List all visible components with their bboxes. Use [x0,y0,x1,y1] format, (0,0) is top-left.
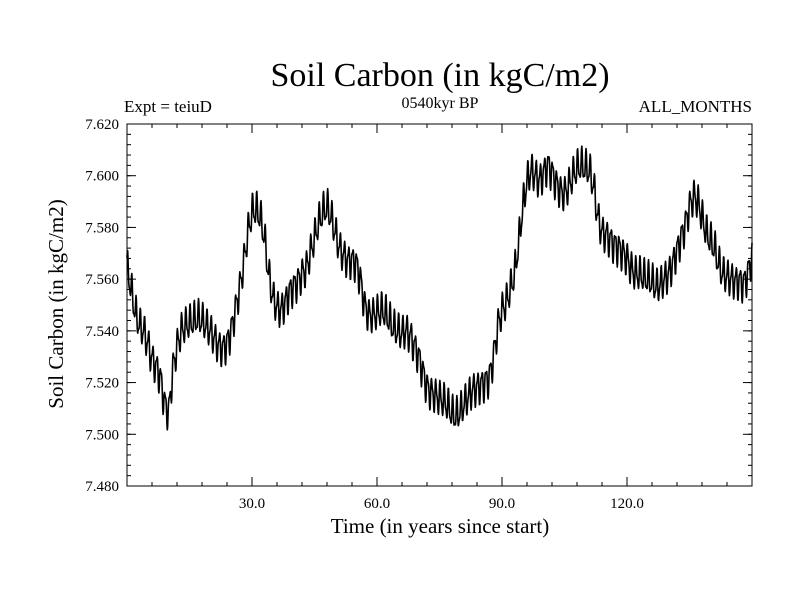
period-label: 0540kyr BP [402,95,479,112]
tick-marks [126,123,753,487]
y-tick-label: 7.580 [85,220,119,236]
x-tick-label: 60.0 [364,496,390,512]
y-tick-label: 7.620 [85,117,119,133]
y-tick-label: 7.520 [85,376,119,392]
x-axis-label: Time (in years since start) [331,514,550,538]
y-tick-label: 7.500 [85,427,119,443]
tick-labels: 7.480 7.500 7.520 7.540 7.560 7.580 7.600 7.620… [85,117,644,512]
soil-carbon-line [126,145,753,431]
chart-title: Soil Carbon (in kgC/m2) [270,57,609,94]
y-tick-label: 7.600 [85,169,119,185]
y-axis-label: Soil Carbon (in kgC/m2) [44,199,68,408]
y-tick-label: 7.480 [85,479,119,495]
x-tick-label: 30.0 [239,496,265,512]
months-label: ALL_MONTHS [639,97,752,116]
experiment-label: Expt = teiuD [124,97,212,116]
plot-frame [126,123,753,487]
axes [126,123,753,487]
y-tick-label: 7.540 [85,324,119,340]
series-layer [126,145,753,431]
x-tick-label: 120.0 [610,496,644,512]
x-tick-label: 90.0 [489,496,515,512]
y-tick-label: 7.560 [85,272,119,288]
